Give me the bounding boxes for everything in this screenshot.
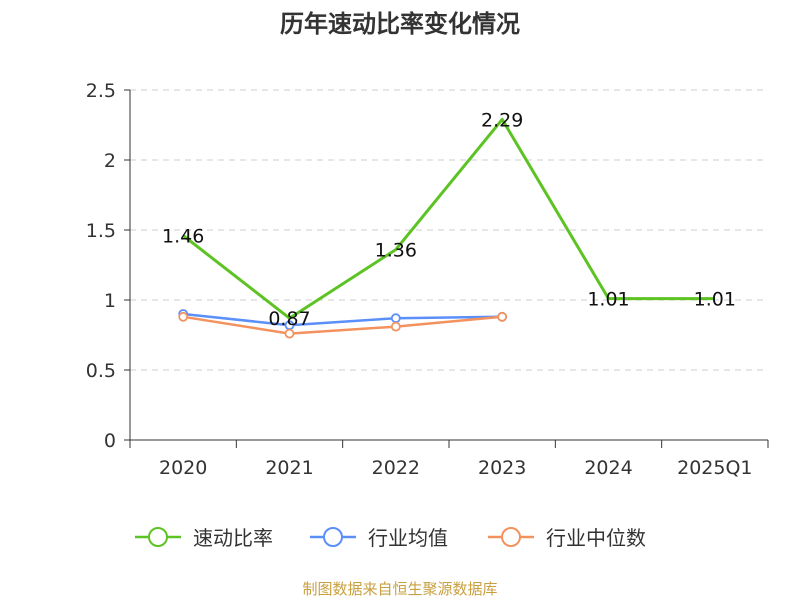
data-label: 2.29: [481, 109, 523, 131]
legend-marker-icon: [501, 527, 521, 547]
y-tick-label: 1.5: [86, 220, 116, 242]
y-tick-label: 0: [104, 430, 116, 452]
x-tick-label: 2021: [265, 457, 313, 479]
legend-label: 速动比率: [193, 526, 273, 550]
legend-item[interactable]: 行业均值: [310, 526, 448, 550]
legend-label: 行业均值: [368, 526, 448, 550]
data-label: 1.01: [587, 289, 629, 311]
series-line: [182, 117, 715, 320]
grid-lines: [130, 89, 768, 371]
chart-title: 历年速动比率变化情况: [280, 10, 520, 38]
data-label: 1.01: [694, 289, 736, 311]
data-label: 1.36: [375, 240, 417, 262]
data-labels: 1.46 0.87 1.36 2.29 1.01 1.01: [162, 109, 736, 330]
legend-marker-icon: [148, 527, 168, 547]
y-tick-label: 1: [104, 290, 116, 312]
series-point: [390, 321, 401, 332]
x-tick-label: 2023: [478, 457, 526, 479]
data-label: 1.46: [162, 226, 204, 248]
legend-item[interactable]: 速动比率: [135, 526, 273, 550]
legend[interactable]: 速动比率 行业均值 行业中位数: [135, 526, 646, 550]
series-point: [497, 311, 508, 322]
series-lines: [178, 117, 715, 339]
legend-label: 行业中位数: [546, 526, 646, 550]
series-point: [284, 328, 295, 339]
series-line: [183, 315, 503, 335]
data-label: 0.87: [268, 308, 310, 330]
x-tick-label: 2020: [159, 457, 207, 479]
axes: 0 0.5 1 1.5 2 2.5 2020 2021 2022 2023 2024 2025Q1: [86, 80, 769, 479]
legend-marker-icon: [323, 527, 343, 547]
legend-item[interactable]: 行业中位数: [488, 526, 646, 550]
series-point: [390, 313, 401, 324]
x-tick-label: 2025Q1: [677, 457, 752, 479]
x-tick-label: 2024: [584, 457, 632, 479]
series-point: [178, 311, 189, 322]
y-tick-label: 2.5: [86, 80, 116, 102]
series-line: [183, 312, 503, 327]
x-tick-label: 2022: [372, 457, 420, 479]
y-tick-label: 0.5: [86, 360, 116, 382]
source-note: 制图数据来自恒生聚源数据库: [302, 580, 497, 598]
y-tick-label: 2: [104, 150, 116, 172]
